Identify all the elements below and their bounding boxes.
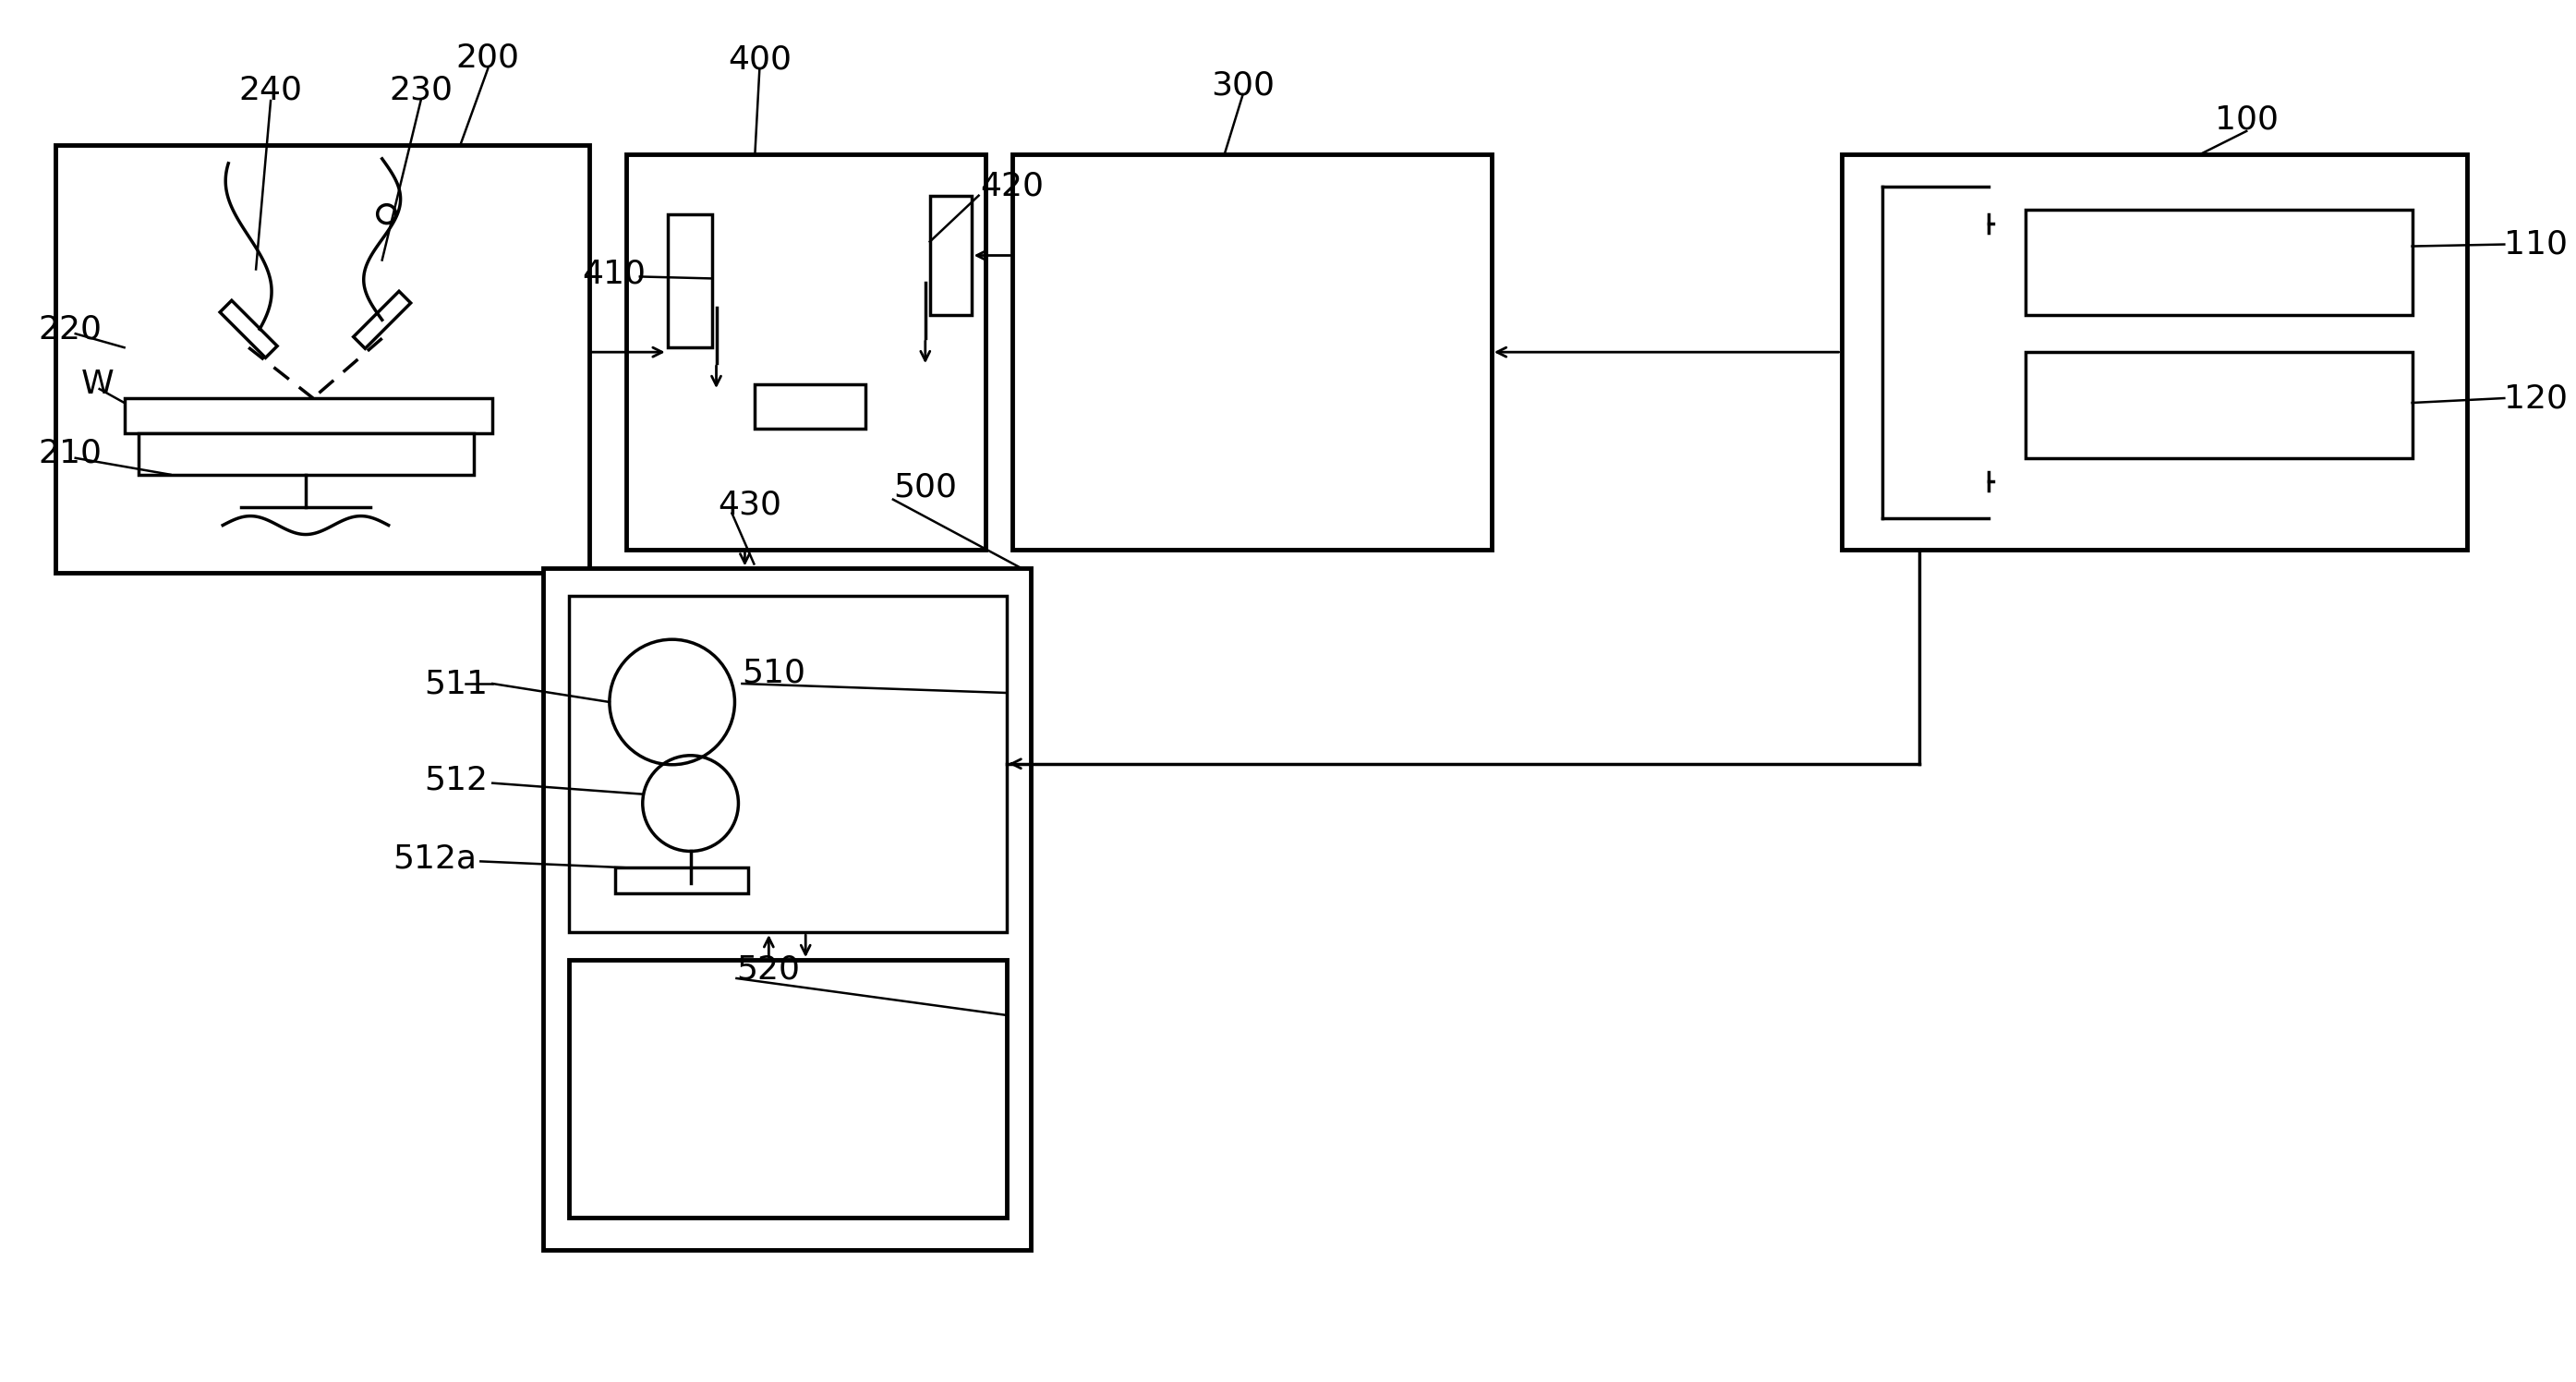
Bar [124,398,492,433]
Bar [616,868,750,894]
Text: 512a: 512a [394,843,477,875]
Text: 420: 420 [981,170,1043,202]
Bar [1012,155,1492,550]
Polygon shape [353,292,410,348]
Text: 210: 210 [39,438,103,468]
Bar [569,596,1007,933]
Text: W: W [80,369,113,399]
Text: 220: 220 [39,314,103,346]
Bar [1842,155,2468,550]
Bar [569,960,1007,1218]
Text: 512: 512 [425,764,487,796]
Text: 500: 500 [894,471,956,503]
Text: 300: 300 [1211,69,1275,101]
Bar [544,568,1030,1249]
Bar [54,145,590,574]
Text: 520: 520 [737,954,801,985]
Bar [667,214,711,347]
Text: 120: 120 [2504,383,2568,413]
Text: 400: 400 [726,44,791,75]
Text: 230: 230 [389,75,453,105]
Text: 240: 240 [240,75,301,105]
Text: 430: 430 [719,489,783,521]
Polygon shape [219,300,278,358]
Bar [139,433,474,474]
Bar [2025,352,2411,457]
Text: 100: 100 [2215,105,2277,135]
Bar [755,384,866,428]
Bar [2025,210,2411,315]
Bar [930,196,971,315]
Text: 110: 110 [2504,228,2568,260]
Text: 410: 410 [582,258,647,290]
Text: 510: 510 [742,656,806,688]
Bar [626,155,984,550]
Text: 511: 511 [425,668,487,699]
Text: 200: 200 [456,41,520,73]
